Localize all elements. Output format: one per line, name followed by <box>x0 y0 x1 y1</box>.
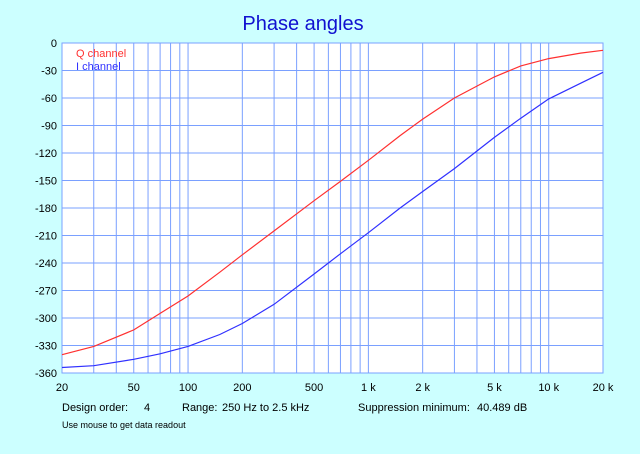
tick-labels: 0 -30 -60 -90 -120 -150 -180 -210 -240 -270 -300 -3… <box>35 38 614 394</box>
y-tick-label: -30 <box>41 66 57 78</box>
legend-entry-i-channel: I channel <box>76 61 121 73</box>
y-tick-label: -240 <box>35 258 57 270</box>
y-tick-label: -60 <box>41 93 57 105</box>
y-tick-label: -90 <box>41 121 57 133</box>
y-tick-label: -210 <box>35 231 57 243</box>
x-tick-label: 200 <box>233 382 251 394</box>
x-tick-label: 500 <box>305 382 323 394</box>
design-order-label: Design order: <box>62 402 129 414</box>
y-tick-label: -180 <box>35 203 57 215</box>
x-tick-label: 20 <box>56 382 68 394</box>
y-tick-label: -330 <box>35 341 57 353</box>
series-layer <box>61 49 604 369</box>
y-tick-label: -150 <box>35 176 57 188</box>
x-tick-label: 5 k <box>487 382 502 394</box>
y-tick-label: -270 <box>35 286 57 298</box>
series-line-i-channel <box>61 71 604 369</box>
grid <box>61 42 604 374</box>
x-tick-label: 10 k <box>538 382 559 394</box>
y-tick-label: -120 <box>35 148 57 160</box>
data-readout-hint: Use mouse to get data readout <box>62 420 186 430</box>
y-tick-label: 0 <box>51 38 57 50</box>
x-tick-label: 20 k <box>593 382 614 394</box>
phase-chart[interactable]: Phase angles 0 -30 -60 -90 -120 -150 -180 -210 -… <box>0 0 640 400</box>
suppression-value: 40.489 dB <box>477 402 528 414</box>
range-label: Range: <box>182 402 218 414</box>
design-order-value: 4 <box>144 402 151 414</box>
x-tick-label: 50 <box>128 382 140 394</box>
x-tick-label: 1 k <box>361 382 376 394</box>
series-line-q-channel <box>61 49 604 356</box>
x-tick-label: 2 k <box>415 382 430 394</box>
y-tick-label: -360 <box>35 368 57 380</box>
range-value: 250 Hz to 2.5 kHz <box>222 402 310 414</box>
chart-title: Phase angles <box>242 13 363 35</box>
suppression-label: Suppression minimum: <box>358 402 470 414</box>
legend-entry-q-channel: Q channel <box>76 48 126 60</box>
x-tick-label: 100 <box>179 382 197 394</box>
y-tick-label: -300 <box>35 313 57 325</box>
